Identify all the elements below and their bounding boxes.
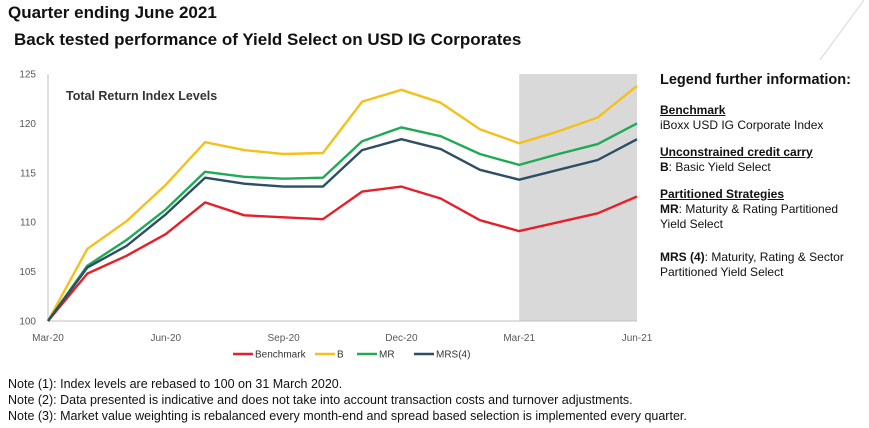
page-subtitle: Back tested performance of Yield Select … xyxy=(14,30,522,49)
x-tick-label: Jun-20 xyxy=(151,333,182,344)
legend-benchmark-block: Benchmark iBoxx USD IG Corporate Index xyxy=(660,103,865,133)
legend-benchmark-title: Benchmark xyxy=(660,103,726,117)
y-tick-label: 115 xyxy=(20,168,36,179)
side-legend-heading: Legend further information: xyxy=(660,72,851,88)
x-tick-label: Jun-21 xyxy=(622,333,653,344)
legend-partitioned-block: Partitioned Strategies MR: Maturity & Ra… xyxy=(660,187,865,232)
y-tick-label: 100 xyxy=(19,317,36,328)
legend-benchmark-desc: iBoxx USD IG Corporate Index xyxy=(660,118,824,132)
legend-label: MRS(4) xyxy=(436,350,470,361)
note-3: Note (3): Market value weighting is reba… xyxy=(8,409,687,423)
side-legend: Legend further information: Benchmark iB… xyxy=(660,72,865,292)
x-tick-label: Sep-20 xyxy=(267,333,300,344)
legend-label: MR xyxy=(379,350,395,361)
y-tick-label: 105 xyxy=(19,267,36,278)
note-1: Note (1): Index levels are rebased to 10… xyxy=(8,377,343,391)
legend-uncon-title: Unconstrained credit carry xyxy=(660,145,813,159)
legend-mrs-code: MRS (4) xyxy=(660,250,705,264)
chart-title: Total Return Index Levels xyxy=(66,89,217,103)
legend-label: Benchmark xyxy=(255,350,307,361)
y-tick-label: 125 xyxy=(19,70,36,81)
total-return-chart: 100 105 110 115 120 125 Mar-20 Jun-20 Sep-20 Dec… xyxy=(19,70,653,361)
legend-mr-code: MR xyxy=(660,202,679,216)
legend-b-desc: : Basic Yield Select xyxy=(668,160,771,174)
series-line-mrs4 xyxy=(47,137,638,322)
legend-partitioned-title: Partitioned Strategies xyxy=(660,187,785,201)
series-line-b xyxy=(46,84,638,322)
legend-label: B xyxy=(337,350,344,361)
decorative-line xyxy=(819,0,865,60)
y-tick-label: 120 xyxy=(19,119,36,130)
note-2: Note (2): Data presented is indicative a… xyxy=(8,393,633,407)
x-tick-label: Mar-21 xyxy=(503,333,535,344)
x-tick-label: Mar-20 xyxy=(32,333,64,344)
legend-b-code: B xyxy=(660,160,669,174)
legend-mrs-desc: : Maturity, Rating & Sector Partitioned … xyxy=(660,250,844,279)
y-tick-label: 110 xyxy=(20,218,36,229)
page-title: Quarter ending June 2021 xyxy=(8,3,217,22)
chart-shaded-region xyxy=(519,74,637,321)
legend-uncon-block: Unconstrained credit carry B: Basic Yiel… xyxy=(660,145,865,175)
series-line-mr xyxy=(47,122,638,322)
series-line-benchmark xyxy=(47,185,638,322)
legend-mrs-block: MRS (4): Maturity, Rating & Sector Parti… xyxy=(660,250,865,280)
notes: Note (1): Index levels are rebased to 10… xyxy=(8,376,687,424)
x-tick-label: Dec-20 xyxy=(385,333,418,344)
legend-mr-desc: : Maturity & Rating Partitioned Yield Se… xyxy=(660,202,839,231)
